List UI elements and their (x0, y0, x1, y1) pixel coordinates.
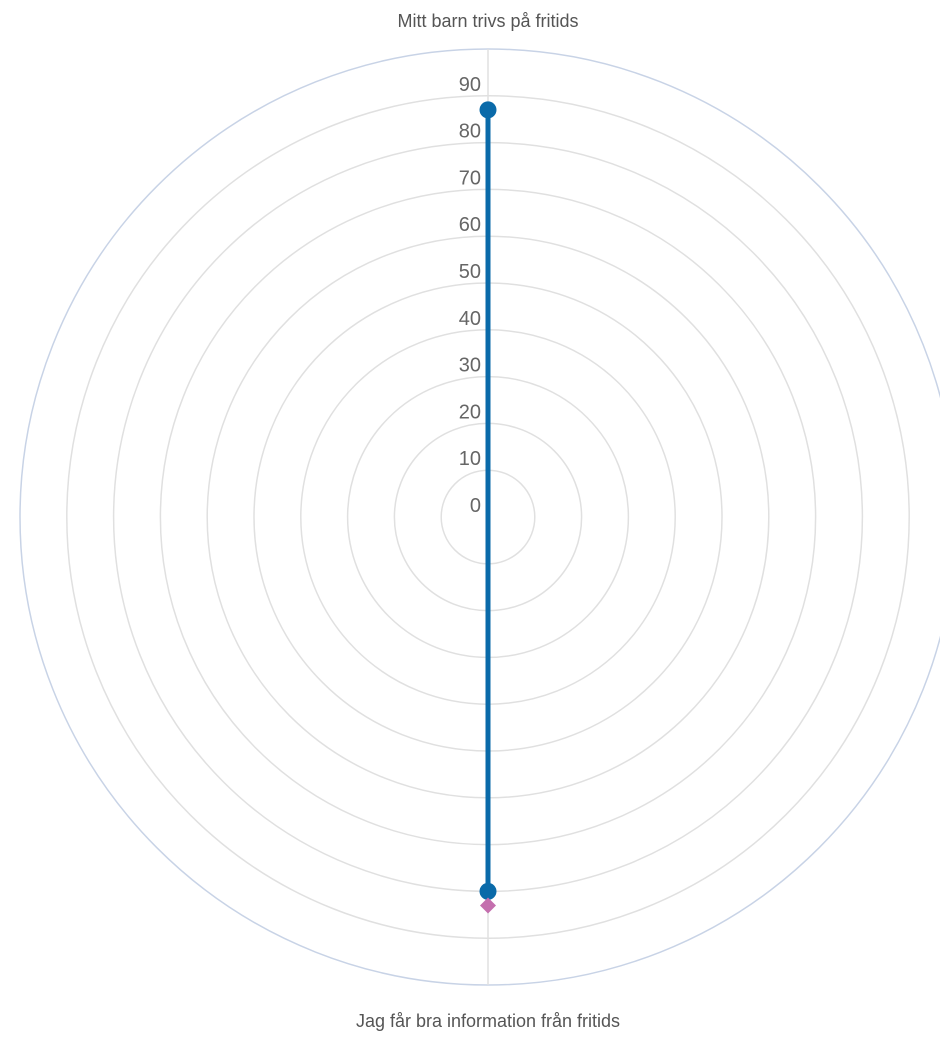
data-point (479, 882, 497, 900)
radial-tick-label: 30 (459, 355, 481, 377)
radial-tick-label: 70 (459, 167, 481, 189)
series-layer (479, 101, 497, 914)
data-point-diamond (480, 897, 496, 914)
radial-tick-label: 0 (470, 495, 481, 517)
label-layer: 0 10 20 30 40 50 60 70 80 90 Mitt barn trivs på fr… (356, 11, 620, 1031)
category-label: Jag får bra information från fritids (356, 1011, 620, 1031)
category-label: Mitt barn trivs på fritids (397, 11, 578, 31)
radial-tick-label: 40 (459, 308, 481, 330)
radial-tick-label: 10 (459, 448, 481, 470)
radial-tick-label: 20 (459, 401, 481, 423)
radial-tick-label: 50 (459, 261, 481, 283)
data-point (479, 101, 497, 119)
radial-tick-label: 60 (459, 214, 481, 236)
radial-tick-label: 90 (459, 74, 481, 96)
radial-tick-label: 80 (459, 121, 481, 143)
